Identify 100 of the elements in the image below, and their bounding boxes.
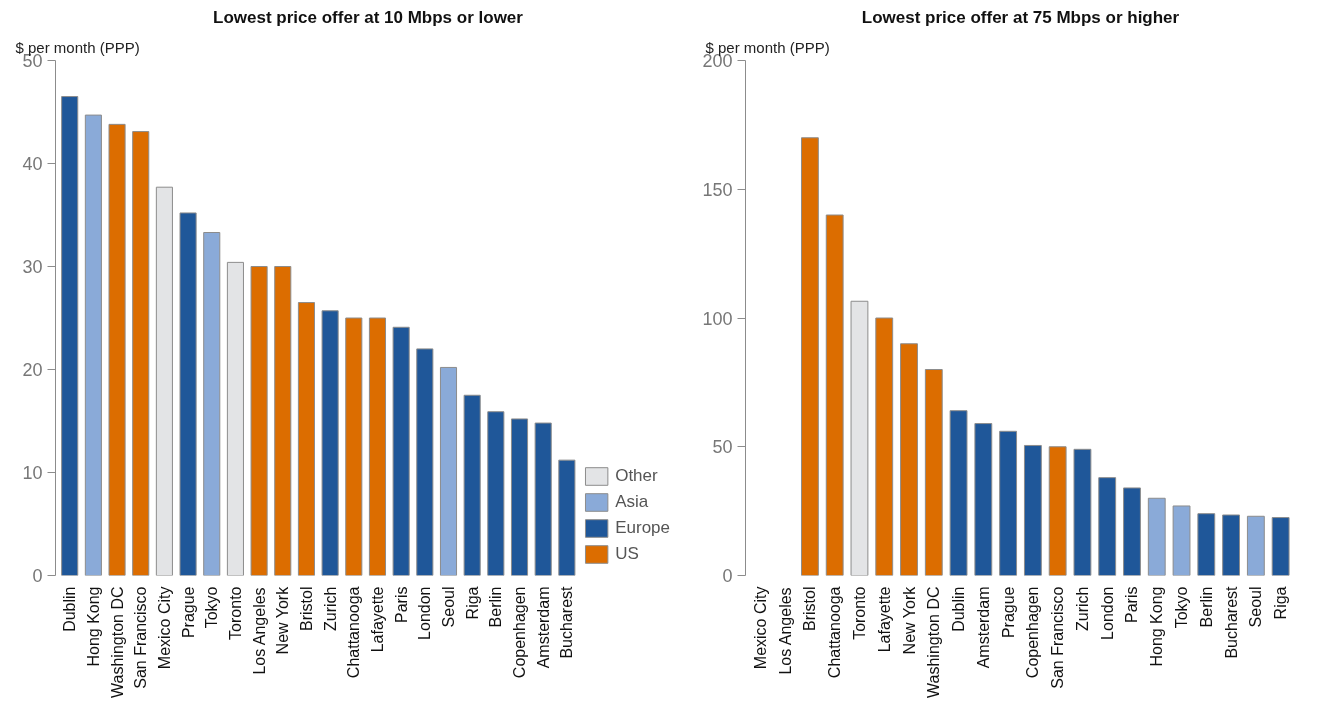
x-tick-label: Zurich: [321, 586, 339, 631]
x-tick-label: Berlin: [1197, 586, 1215, 628]
bar: [800, 137, 819, 576]
x-tick-label: Seoul: [1247, 586, 1265, 628]
bar: [510, 418, 529, 576]
x-tick-label: Bucharest: [1222, 585, 1240, 659]
bar: [1023, 444, 1042, 576]
x-tick-label: Zurich: [1073, 586, 1091, 631]
x-tick-label: Copenhagen: [1024, 586, 1042, 679]
x-tick-label: Mexico City: [751, 586, 769, 670]
y-tick-label: 150: [702, 179, 733, 200]
x-tick-label: Washington DC: [925, 586, 943, 698]
y-tick-label: 40: [22, 154, 43, 174]
x-tick-label: Toronto: [850, 586, 868, 640]
bar: [558, 459, 576, 576]
x-tick-label: Hong Kong: [1148, 586, 1166, 667]
x-tick-label: Washington DC: [108, 586, 126, 698]
bar: [1172, 505, 1191, 576]
x-tick-label: Paris: [392, 586, 410, 623]
x-tick-label: Los Angeles: [776, 587, 794, 675]
bar: [345, 317, 363, 576]
x-tick-label: Lafayette: [368, 586, 386, 653]
legend-label: US: [615, 544, 639, 564]
bar: [250, 266, 268, 576]
bar: [416, 348, 434, 576]
bar: [1123, 487, 1141, 576]
bar: [179, 212, 197, 576]
chart-title: Lowest price offer at 10 Mbps or lower: [213, 7, 524, 27]
bar: [132, 131, 150, 576]
x-tick-label: San Francisco: [132, 586, 150, 689]
x-tick-label: Riga: [463, 586, 481, 620]
bar: [924, 369, 943, 576]
bar: [463, 394, 481, 576]
bar: [108, 123, 126, 576]
x-tick-label: New York: [900, 585, 918, 655]
bar: [1197, 513, 1216, 576]
bar: [1271, 517, 1290, 576]
bar: [900, 343, 918, 576]
bar: [84, 114, 102, 576]
x-tick-label: San Francisco: [1049, 586, 1067, 689]
x-tick-label: Seoul: [439, 586, 457, 628]
x-tick-label: London: [1098, 586, 1116, 640]
legend-label: Other: [615, 466, 658, 486]
x-tick-label: Hong Kong: [84, 586, 102, 667]
bar: [850, 300, 869, 576]
bar: [321, 310, 339, 576]
bar: [61, 96, 79, 576]
bar: [1073, 448, 1092, 576]
x-tick-label: Bristol: [297, 586, 315, 631]
bar: [1246, 515, 1265, 576]
bar: [203, 232, 221, 576]
bar: [974, 423, 993, 576]
bar: [155, 186, 173, 576]
bar: [999, 430, 1018, 576]
y-tick-label: 0: [722, 566, 733, 586]
bar: [439, 366, 458, 576]
bar: [1048, 446, 1067, 576]
x-tick-label: Copenhagen: [511, 586, 529, 679]
legend-label: Asia: [615, 492, 649, 512]
bar: [297, 302, 315, 576]
x-tick-label: Dublin: [61, 586, 79, 632]
bar: [368, 317, 387, 576]
bar: [1098, 477, 1117, 576]
y-tick-label: 50: [712, 437, 733, 458]
x-tick-label: Lafayette: [875, 586, 893, 653]
bar: [487, 411, 505, 576]
x-tick-label: Toronto: [226, 586, 244, 640]
bar: [226, 261, 244, 576]
bar: [1222, 514, 1241, 576]
x-tick-label: Bucharest: [558, 585, 576, 659]
bar: [825, 214, 844, 576]
bar: [1147, 497, 1166, 576]
x-tick-label: Bristol: [801, 586, 819, 631]
x-tick-label: Paris: [1123, 586, 1141, 623]
chart-title: Lowest price offer at 75 Mbps or higher: [861, 7, 1180, 27]
y-tick-label: 0: [32, 566, 43, 586]
bar: [534, 422, 552, 576]
x-tick-label: Prague: [999, 586, 1017, 639]
x-tick-label: Prague: [179, 586, 197, 639]
bar: [949, 410, 968, 576]
x-tick-label: Amsterdam: [974, 586, 992, 669]
x-tick-label: Chattanooga: [345, 586, 363, 679]
bar: [274, 266, 292, 576]
x-tick-label: Mexico City: [155, 586, 173, 670]
x-tick-label: Berlin: [487, 586, 505, 628]
x-tick-label: London: [416, 586, 434, 640]
x-tick-label: Amsterdam: [534, 586, 552, 669]
bar: [392, 326, 410, 576]
y-tick-label: 20: [22, 360, 43, 380]
x-tick-label: New York: [274, 585, 292, 655]
y-tick-label: 10: [22, 463, 43, 483]
x-tick-label: Tokyo: [1173, 586, 1191, 629]
y-tick-label: 30: [22, 257, 43, 277]
x-tick-label: Los Angeles: [250, 587, 268, 675]
x-tick-label: Chattanooga: [826, 586, 844, 679]
x-tick-label: Tokyo: [203, 586, 221, 629]
x-tick-label: Riga: [1272, 586, 1290, 620]
bar: [875, 317, 894, 576]
x-tick-label: Dublin: [950, 586, 968, 632]
legend-label: Europe: [615, 518, 670, 538]
